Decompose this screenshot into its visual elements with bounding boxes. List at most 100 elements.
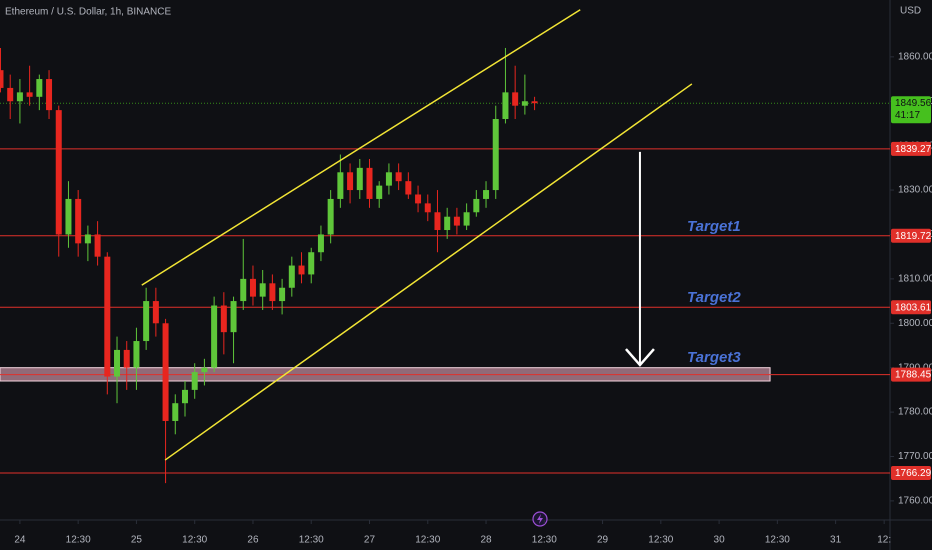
- candle-body: [240, 278, 247, 302]
- last-price-label: 1849.56: [895, 98, 932, 109]
- candle-body: [492, 119, 499, 191]
- x-tick-label: 12:30: [299, 535, 324, 546]
- candle-body: [55, 110, 62, 235]
- candle-body: [337, 172, 344, 199]
- x-tick-label: 30: [714, 535, 726, 546]
- x-tick-label: 12:: [877, 535, 891, 546]
- candle-body: [521, 101, 528, 106]
- candle-body: [415, 194, 422, 204]
- candle-body: [104, 256, 111, 377]
- y-tick-label: 1800.00: [898, 318, 932, 329]
- replay-icon[interactable]: [532, 511, 548, 527]
- candle-body: [347, 172, 354, 191]
- candle-body: [317, 234, 324, 253]
- x-tick-label: 12:30: [415, 535, 440, 546]
- candle-body: [473, 198, 480, 213]
- candle-body: [444, 216, 451, 231]
- level-price-box: [891, 228, 931, 243]
- candle-body: [288, 265, 295, 288]
- countdown-label: 41:17: [895, 110, 920, 121]
- candle-body: [94, 234, 101, 257]
- y-tick-label: 1760.00: [898, 496, 932, 507]
- candle-body: [366, 167, 373, 199]
- candle-body: [453, 216, 460, 226]
- level-price-box: [891, 367, 931, 382]
- channel-line: [164, 83, 693, 461]
- target-label: Target2: [687, 289, 741, 306]
- candle-body: [143, 301, 150, 342]
- x-tick-label: 25: [131, 535, 143, 546]
- candle-body: [211, 305, 218, 368]
- candle-body: [298, 265, 305, 275]
- candle-body: [434, 212, 441, 231]
- candle-body: [65, 198, 72, 235]
- candle-body: [279, 287, 286, 302]
- candle-body: [512, 92, 519, 106]
- x-tick-label: 12:30: [648, 535, 673, 546]
- x-tick-label: 28: [480, 535, 492, 546]
- candle-body: [395, 172, 402, 182]
- candle-body: [483, 190, 490, 199]
- level-price-box: [891, 141, 931, 156]
- level-price-label: 1819.72: [895, 231, 932, 242]
- candle-body: [152, 301, 159, 324]
- candle-body: [114, 349, 121, 377]
- candle-body: [26, 92, 33, 97]
- candle-body: [162, 323, 169, 421]
- x-tick-label: 29: [597, 535, 609, 546]
- level-price-label: 1766.29: [895, 468, 932, 479]
- candle-body: [308, 252, 315, 275]
- candle-body: [249, 278, 256, 297]
- candle-body: [201, 367, 208, 373]
- candle-body: [16, 92, 23, 102]
- price-axis: 1760.001770.001780.001790.001800.001810.…: [890, 51, 932, 507]
- candle-body: [220, 305, 227, 333]
- last-price-box: [891, 96, 931, 124]
- candle-body: [172, 403, 179, 421]
- x-tick-label: 26: [247, 535, 259, 546]
- candle-body: [230, 301, 237, 333]
- candle-body: [327, 198, 334, 235]
- candle-body: [376, 185, 383, 199]
- candle-body: [269, 283, 276, 302]
- level-price-box: [891, 465, 931, 480]
- y-tick-label: 1780.00: [898, 407, 932, 418]
- channel-line: [141, 9, 581, 286]
- x-tick-label: 12:30: [532, 535, 557, 546]
- y-tick-label: 1830.00: [898, 185, 932, 196]
- y-tick-label: 1860.00: [898, 51, 932, 62]
- level-price-label: 1803.61: [895, 302, 932, 313]
- arrow-head: [625, 348, 655, 367]
- candle-body: [84, 234, 91, 244]
- x-tick-label: 31: [830, 535, 842, 546]
- candle-body: [36, 79, 43, 97]
- candle-body: [0, 70, 4, 88]
- candle-body: [463, 212, 470, 226]
- candle-body: [259, 283, 266, 297]
- x-tick-label: 27: [364, 535, 376, 546]
- level-price-label: 1788.45: [895, 370, 932, 381]
- candle-body: [424, 203, 431, 213]
- x-tick-label: 12:30: [66, 535, 91, 546]
- target-label: Target3: [687, 349, 741, 366]
- candle-body: [133, 341, 140, 368]
- y-tick-label: 1810.00: [898, 274, 932, 285]
- level-price-label: 1839.27: [895, 144, 932, 155]
- candle-body: [531, 101, 538, 104]
- candle-body: [46, 79, 53, 111]
- plot-area: Target1 Target2 Target3: [0, 9, 890, 484]
- y-tick-label: 1770.00: [898, 451, 932, 462]
- candle-body: [181, 389, 188, 404]
- x-tick-label: 24: [14, 535, 26, 546]
- candle-body: [123, 349, 130, 368]
- chart-title: Ethereum / U.S. Dollar, 1h, BINANCE: [5, 7, 172, 18]
- candle-body: [75, 198, 82, 244]
- target-label: Target1: [687, 218, 741, 235]
- candle-body: [7, 87, 14, 102]
- candle-body: [356, 167, 363, 191]
- x-tick-label: 12:30: [765, 535, 790, 546]
- x-tick-label: 12:30: [182, 535, 207, 546]
- candle-body: [191, 372, 198, 390]
